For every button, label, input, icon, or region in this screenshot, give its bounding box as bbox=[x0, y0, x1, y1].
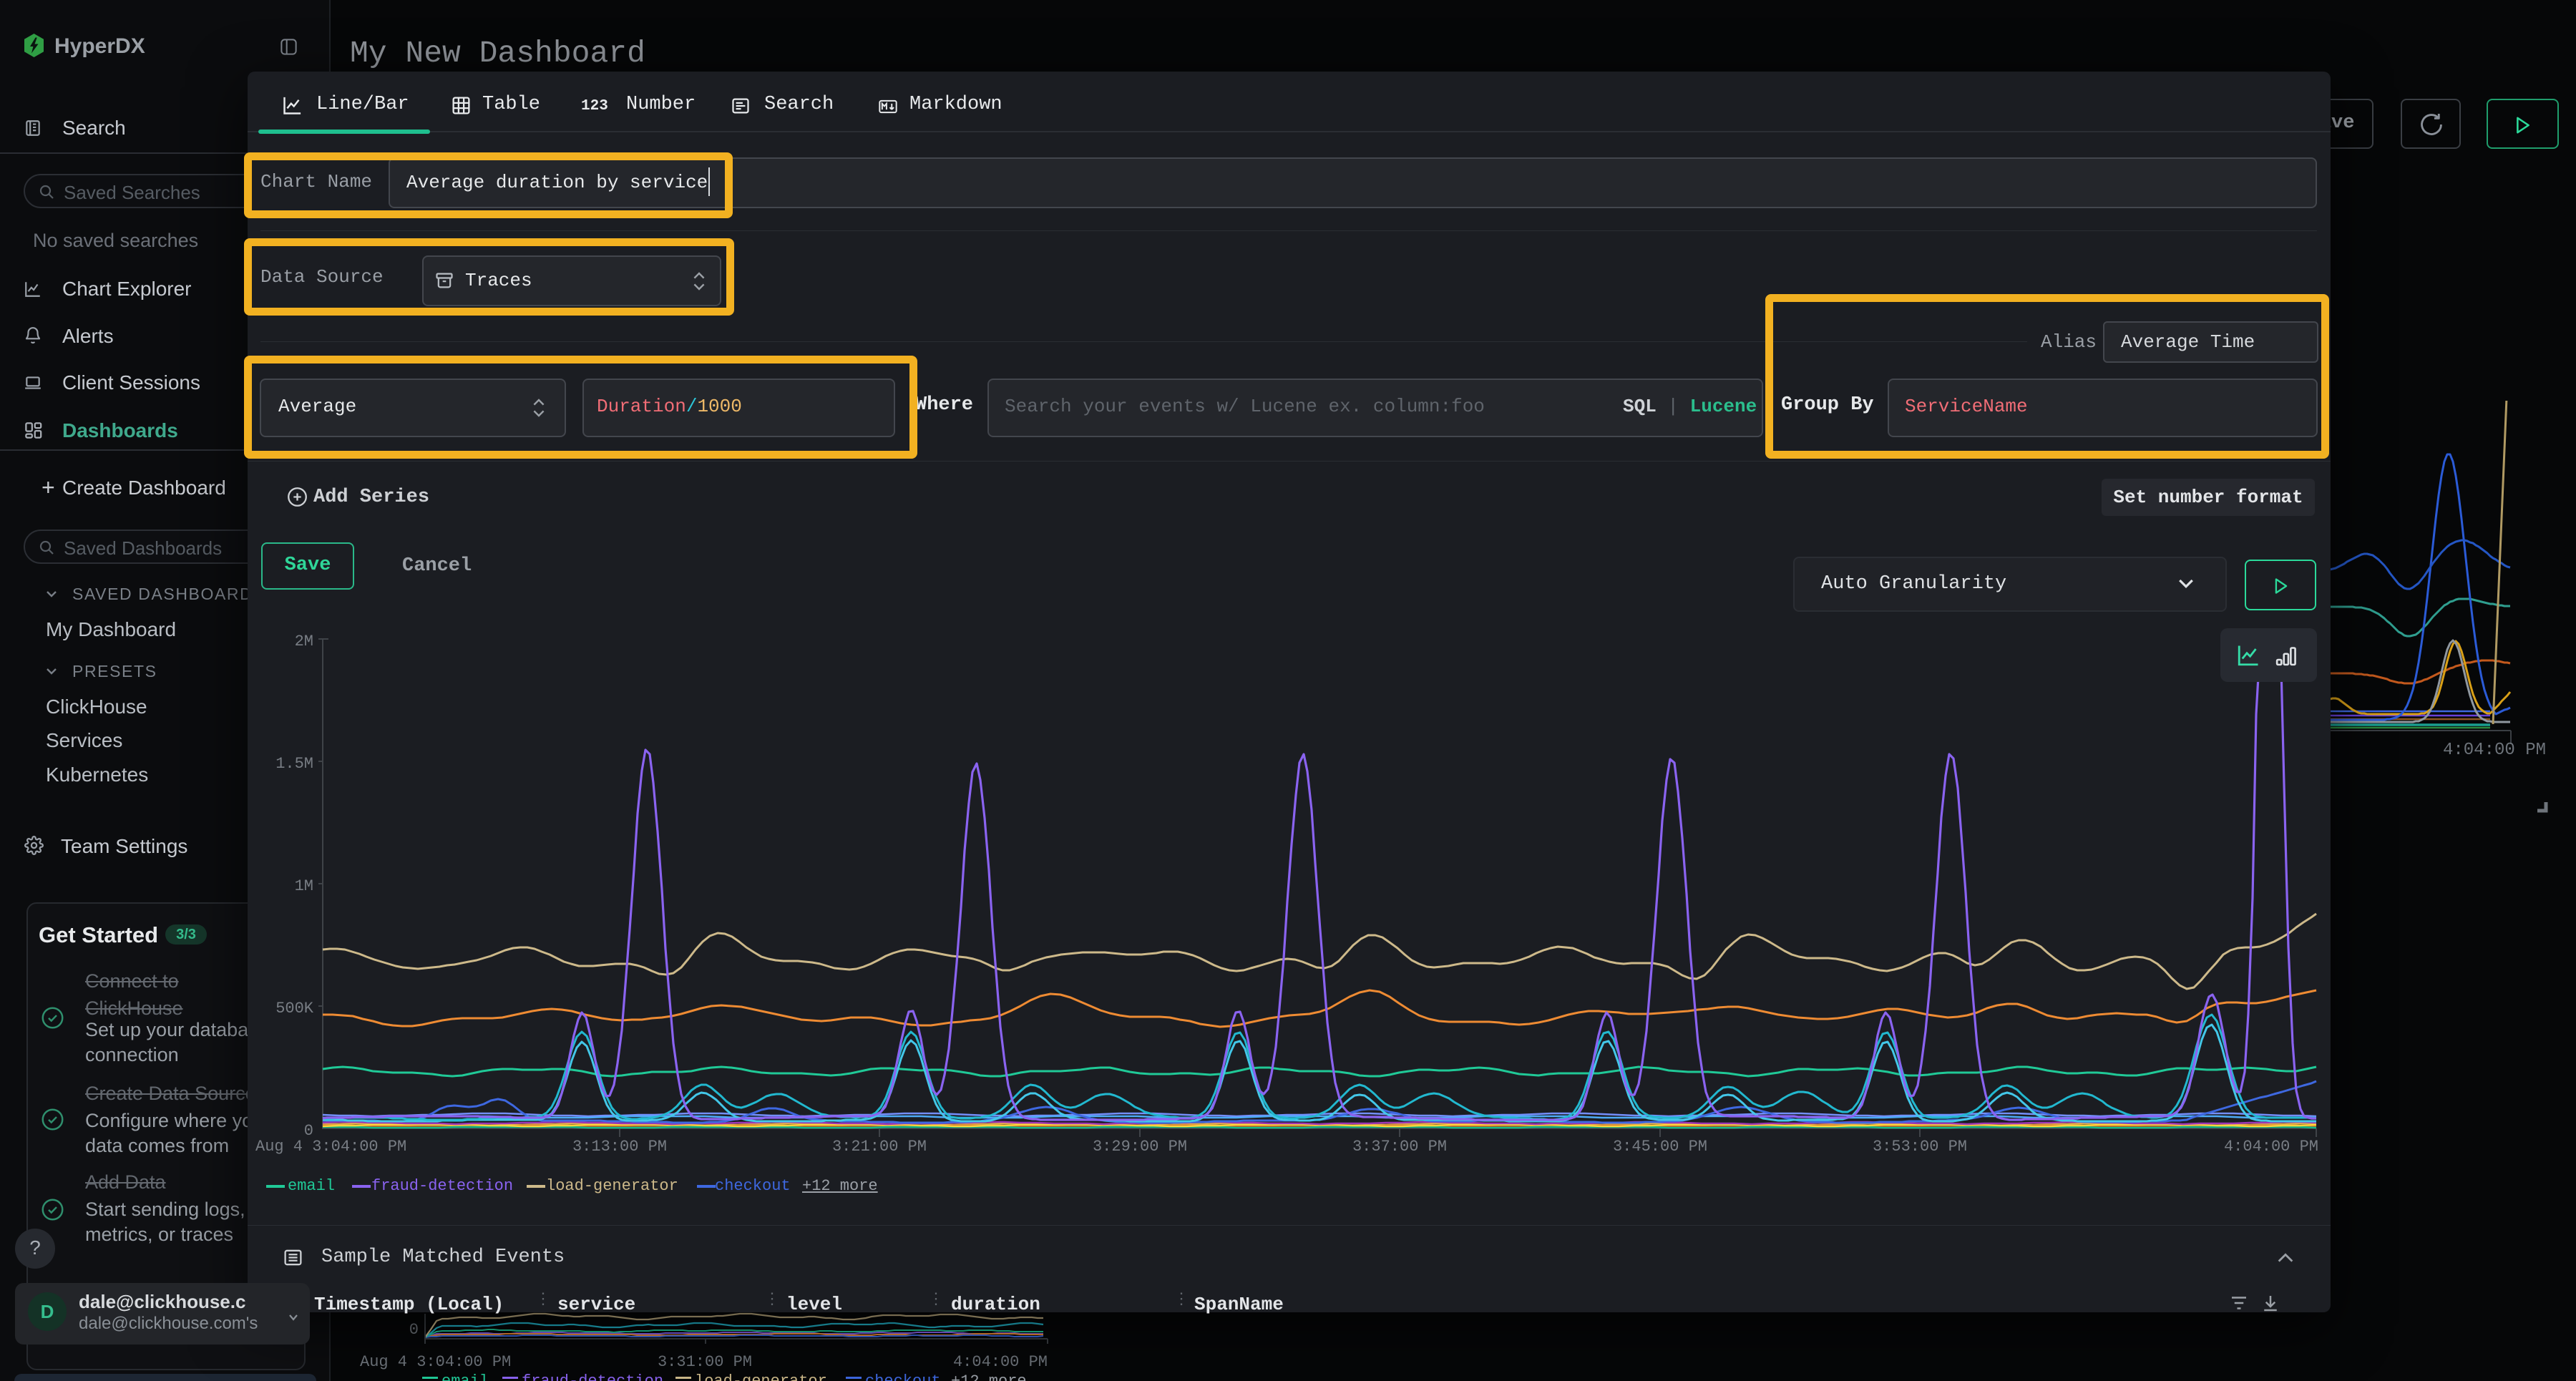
svg-text:2M: 2M bbox=[295, 633, 313, 650]
svg-text:3:37:00 PM: 3:37:00 PM bbox=[1352, 1138, 1447, 1156]
svg-text:4:04:00 PM: 4:04:00 PM bbox=[953, 1353, 1048, 1371]
svg-text:1.5M: 1.5M bbox=[275, 755, 313, 773]
svg-text:0: 0 bbox=[304, 1122, 313, 1140]
svg-text:3:21:00 PM: 3:21:00 PM bbox=[832, 1138, 927, 1156]
svg-text:Aug 4 3:04:00 PM: Aug 4 3:04:00 PM bbox=[360, 1353, 511, 1371]
svg-text:3:13:00 PM: 3:13:00 PM bbox=[572, 1138, 667, 1156]
svg-text:4:04:00 PM: 4:04:00 PM bbox=[2443, 741, 2546, 760]
svg-text:1M: 1M bbox=[295, 877, 313, 895]
svg-text:0: 0 bbox=[409, 1321, 419, 1339]
svg-text:3:29:00 PM: 3:29:00 PM bbox=[1093, 1138, 1187, 1156]
svg-text:3:53:00 PM: 3:53:00 PM bbox=[1873, 1138, 1967, 1156]
svg-text:4:04:00 PM: 4:04:00 PM bbox=[2224, 1138, 2318, 1156]
svg-text:Aug 4 3:04:00 PM: Aug 4 3:04:00 PM bbox=[255, 1138, 406, 1156]
svg-text:500K: 500K bbox=[275, 1000, 314, 1018]
svg-text:3:31:00 PM: 3:31:00 PM bbox=[658, 1353, 752, 1371]
svg-text:3:45:00 PM: 3:45:00 PM bbox=[1613, 1138, 1707, 1156]
